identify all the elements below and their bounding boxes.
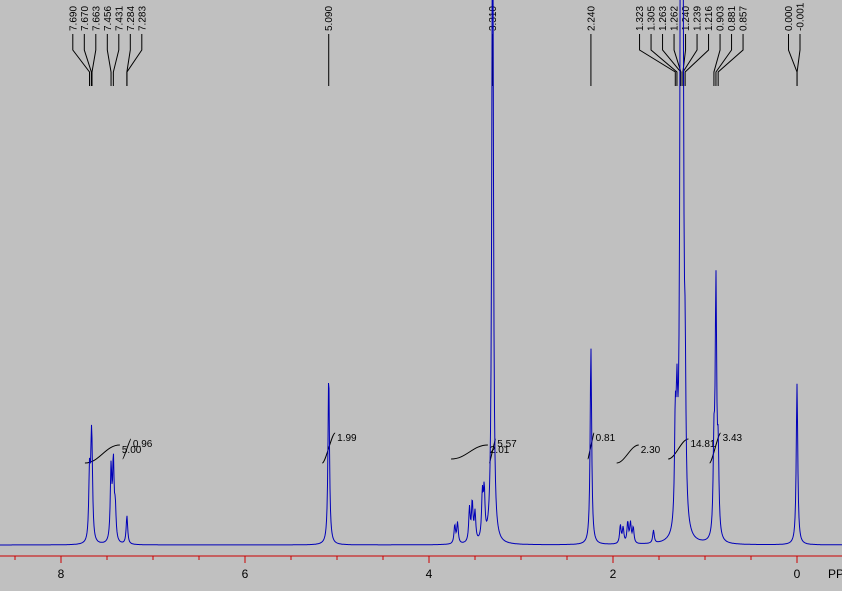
peak-label: 1.323 (635, 6, 676, 86)
integral: 2.01 (451, 444, 510, 460)
peak-label-connector (715, 34, 733, 86)
peak-label-connector (796, 34, 801, 86)
integral-curve (587, 432, 595, 460)
peak-label-text: 0.857 (739, 6, 750, 31)
integral: 5.00 (84, 444, 142, 464)
peak-label: 7.431 (112, 6, 125, 86)
peak-label-text: 0.881 (727, 6, 738, 31)
peak-label-text: 7.431 (114, 6, 125, 31)
integral-value: 14.81 (690, 439, 715, 450)
x-axis-title: PPM (828, 567, 842, 581)
x-tick-label: 8 (58, 567, 65, 581)
x-tick-label: 0 (794, 567, 801, 581)
peak-label: 7.670 (80, 6, 92, 86)
peak-label-text: 7.283 (137, 6, 148, 31)
peak-label-text: 1.262 (670, 6, 681, 31)
peak-label-text: 7.670 (80, 6, 91, 31)
peak-label-text: -0.001 (796, 2, 807, 31)
integral: 1.99 (321, 432, 357, 464)
peak-label-connector (91, 34, 97, 86)
integral-curve (709, 432, 722, 464)
peak-label-text: 1.216 (704, 6, 715, 31)
peak-label-text: 7.690 (68, 6, 79, 31)
peak-label-text: 1.240 (681, 6, 692, 31)
peak-label-text: 1.323 (635, 6, 646, 31)
x-tick-label: 2 (610, 567, 617, 581)
peak-label-connector (673, 34, 682, 86)
peak-label-text: 7.456 (103, 6, 114, 31)
peak-label-connector (112, 34, 120, 86)
peak-label-text: 2.240 (586, 6, 597, 31)
peak-label-text: 1.263 (658, 6, 669, 31)
peak-label-connector (650, 34, 678, 86)
peak-label-text: 1.239 (693, 6, 704, 31)
peak-label-connector (72, 34, 91, 86)
peak-label: 1.239 (682, 6, 704, 86)
peak-label: 1.262 (670, 6, 682, 86)
peak-label: 7.456 (103, 6, 114, 86)
integral-value: 0.96 (133, 439, 153, 450)
peak-label-text: 0.903 (716, 6, 727, 31)
peak-label: 1.305 (647, 6, 678, 86)
peak-label: 7.690 (68, 6, 91, 86)
peak-label: 7.283 (126, 6, 148, 86)
peak-label: 7.663 (91, 6, 102, 86)
x-tick-label: 4 (426, 567, 433, 581)
peak-label-connector (106, 34, 112, 86)
peak-label-text: 1.305 (647, 6, 658, 31)
peak-label-connector (83, 34, 92, 86)
peak-label-text: 7.663 (91, 6, 102, 31)
peak-label-connector (682, 34, 698, 86)
peak-label: 0.903 (713, 6, 727, 86)
peak-label: -0.001 (796, 2, 807, 86)
integral-value: 5.57 (497, 439, 517, 450)
peak-label: 1.216 (684, 6, 715, 86)
peak-label: 0.881 (715, 6, 738, 86)
integral: 0.81 (587, 432, 616, 460)
peak-labels: 7.690 7.670 7.663 7.456 7.431 7.284 7.283 5.090… (68, 2, 807, 86)
integral-curve (616, 444, 639, 464)
peak-label-connector (684, 34, 710, 86)
integral-value: 3.43 (723, 433, 743, 444)
x-axis-ticks: 8 6 4 2 0 (14, 556, 801, 581)
integral-curve (84, 444, 120, 464)
spectrum-series-line (0, 0, 842, 546)
integral-curve (321, 432, 336, 464)
integral-value: 2.01 (490, 445, 510, 456)
peak-label-connector (717, 34, 744, 86)
peak-label-text: 5.090 (324, 6, 335, 31)
peak-label: 5.090 (324, 6, 335, 86)
integral: 0.96 (122, 438, 153, 460)
integral-value: 0.81 (596, 433, 616, 444)
peak-label-connector (713, 34, 721, 86)
peak-label: 2.240 (586, 6, 597, 86)
integral-curve (451, 444, 488, 460)
integral-curve (122, 438, 132, 460)
integral-value: 1.99 (337, 433, 357, 444)
integral-value: 2.30 (641, 445, 661, 456)
x-tick-label: 6 (242, 567, 249, 581)
integral-value: 5.00 (122, 445, 142, 456)
integral: 3.43 (709, 432, 743, 464)
peak-label-text: 7.284 (126, 6, 137, 31)
integral: 2.30 (616, 444, 661, 464)
peak-label-text: 0.000 (784, 6, 795, 31)
peak-label-connector (639, 34, 676, 86)
peak-label: 0.857 (717, 6, 750, 86)
peak-label-connector (126, 34, 143, 86)
